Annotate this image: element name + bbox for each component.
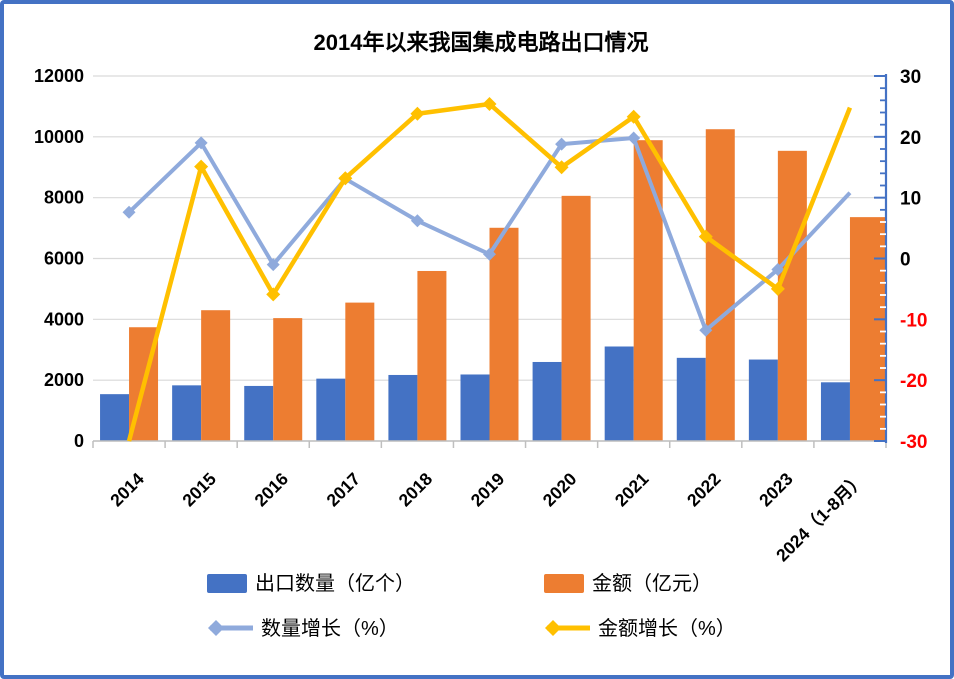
left-axis-tick-label: 2000 bbox=[44, 370, 84, 390]
qty-growth-marker bbox=[699, 323, 713, 337]
right-axis-tick-label: -30 bbox=[900, 432, 927, 453]
left-axis-tick-label: 6000 bbox=[44, 249, 84, 269]
right-axis-tick-label: 0 bbox=[900, 250, 911, 271]
chart-canvas: 2014年以来我国集成电路出口情况 12000 10000 8000 6000 4000… bbox=[34, 30, 928, 640]
qty-bar bbox=[532, 361, 562, 441]
left-axis-tick-label: 12000 bbox=[34, 66, 84, 86]
left-axis-tick-label: 8000 bbox=[44, 188, 84, 208]
x-axis-category-label: 2020 bbox=[539, 469, 581, 511]
value-growth-marker bbox=[770, 281, 785, 296]
right-axis-tick-label: 30 bbox=[900, 67, 921, 88]
x-axis-category-label: 2016 bbox=[250, 469, 292, 511]
chart-title: 2014年以来我国集成电路出口情况 bbox=[314, 30, 649, 55]
right-axis-tick-label: -20 bbox=[900, 371, 927, 392]
qty-growth-marker bbox=[555, 137, 569, 151]
qty-growth-marker bbox=[410, 214, 424, 228]
legend-label-value: 金额（亿元） bbox=[592, 572, 712, 595]
value-bar bbox=[273, 318, 303, 441]
x-axis-category-label: 2019 bbox=[467, 469, 509, 511]
qty-bar bbox=[460, 374, 490, 441]
qty-bar bbox=[820, 382, 850, 441]
x-axis-category-label: 2023 bbox=[755, 469, 797, 511]
value-growth-marker bbox=[194, 159, 209, 174]
value-bar-swatch-icon bbox=[544, 574, 584, 593]
value-bar bbox=[417, 270, 447, 441]
value-bar bbox=[849, 217, 886, 441]
value-bar bbox=[633, 140, 663, 441]
qty-growth-marker bbox=[627, 131, 641, 145]
qty-bar bbox=[172, 385, 202, 441]
value-growth-marker bbox=[410, 106, 425, 121]
qty-growth-marker bbox=[194, 136, 208, 150]
left-axis-tick-label: 10000 bbox=[34, 127, 84, 147]
right-axis-tick-label: 20 bbox=[900, 128, 921, 149]
x-axis-category-label: 2015 bbox=[178, 469, 220, 511]
value-growth-marker bbox=[554, 160, 569, 175]
value-growth-marker bbox=[266, 287, 281, 302]
qty-growth-marker bbox=[771, 262, 785, 276]
x-axis-category-label: 2017 bbox=[322, 469, 364, 511]
qty-bar bbox=[244, 385, 274, 441]
value-growth-line-swatch-icon bbox=[545, 620, 590, 636]
value-growth-marker bbox=[698, 229, 713, 244]
qty-growth-marker bbox=[266, 258, 280, 272]
x-axis-category-label: 2014 bbox=[106, 469, 148, 511]
legend-label-qty-growth: 数量增长（%） bbox=[261, 617, 399, 640]
value-bar bbox=[705, 129, 735, 441]
x-axis-category-label: 2022 bbox=[683, 469, 725, 511]
qty-bar bbox=[100, 394, 130, 441]
value-bar bbox=[201, 310, 231, 441]
qty-growth-marker bbox=[122, 205, 136, 219]
value-growth-marker bbox=[338, 171, 353, 186]
legend-label-value-growth: 金额增长（%） bbox=[598, 617, 736, 640]
chart-legend: 出口数量（亿个） 金额（亿元） 数量增长（%） 金额增长（%） bbox=[207, 572, 736, 640]
left-axis-tick-label: 0 bbox=[74, 431, 84, 451]
left-axis-tick-label: 4000 bbox=[44, 309, 84, 329]
qty-bar bbox=[676, 357, 706, 441]
qty-growth-marker bbox=[483, 247, 496, 261]
plot-area: 12000 10000 8000 6000 4000 2000 0 2014 2015 2016 2… bbox=[34, 66, 928, 565]
qty-bar bbox=[604, 346, 634, 441]
qty-bar bbox=[748, 359, 778, 441]
qty-growth-line-swatch-icon bbox=[208, 620, 253, 636]
value-growth-marker bbox=[626, 109, 641, 124]
qty-bar-swatch-icon bbox=[207, 574, 247, 593]
qty-bar bbox=[316, 378, 346, 441]
right-axis-tick-label: 10 bbox=[900, 189, 921, 210]
qty-bar bbox=[388, 374, 418, 441]
x-axis-category-label: 2021 bbox=[611, 469, 653, 511]
value-bar bbox=[561, 195, 591, 441]
right-axis-tick-label: -10 bbox=[900, 310, 927, 331]
x-axis-category-label: 2018 bbox=[395, 469, 437, 511]
value-growth-marker bbox=[482, 96, 497, 111]
legend-label-qty: 出口数量（亿个） bbox=[255, 572, 415, 595]
value-bar bbox=[489, 227, 519, 441]
value-bar bbox=[345, 302, 375, 441]
value-bar bbox=[777, 150, 807, 441]
